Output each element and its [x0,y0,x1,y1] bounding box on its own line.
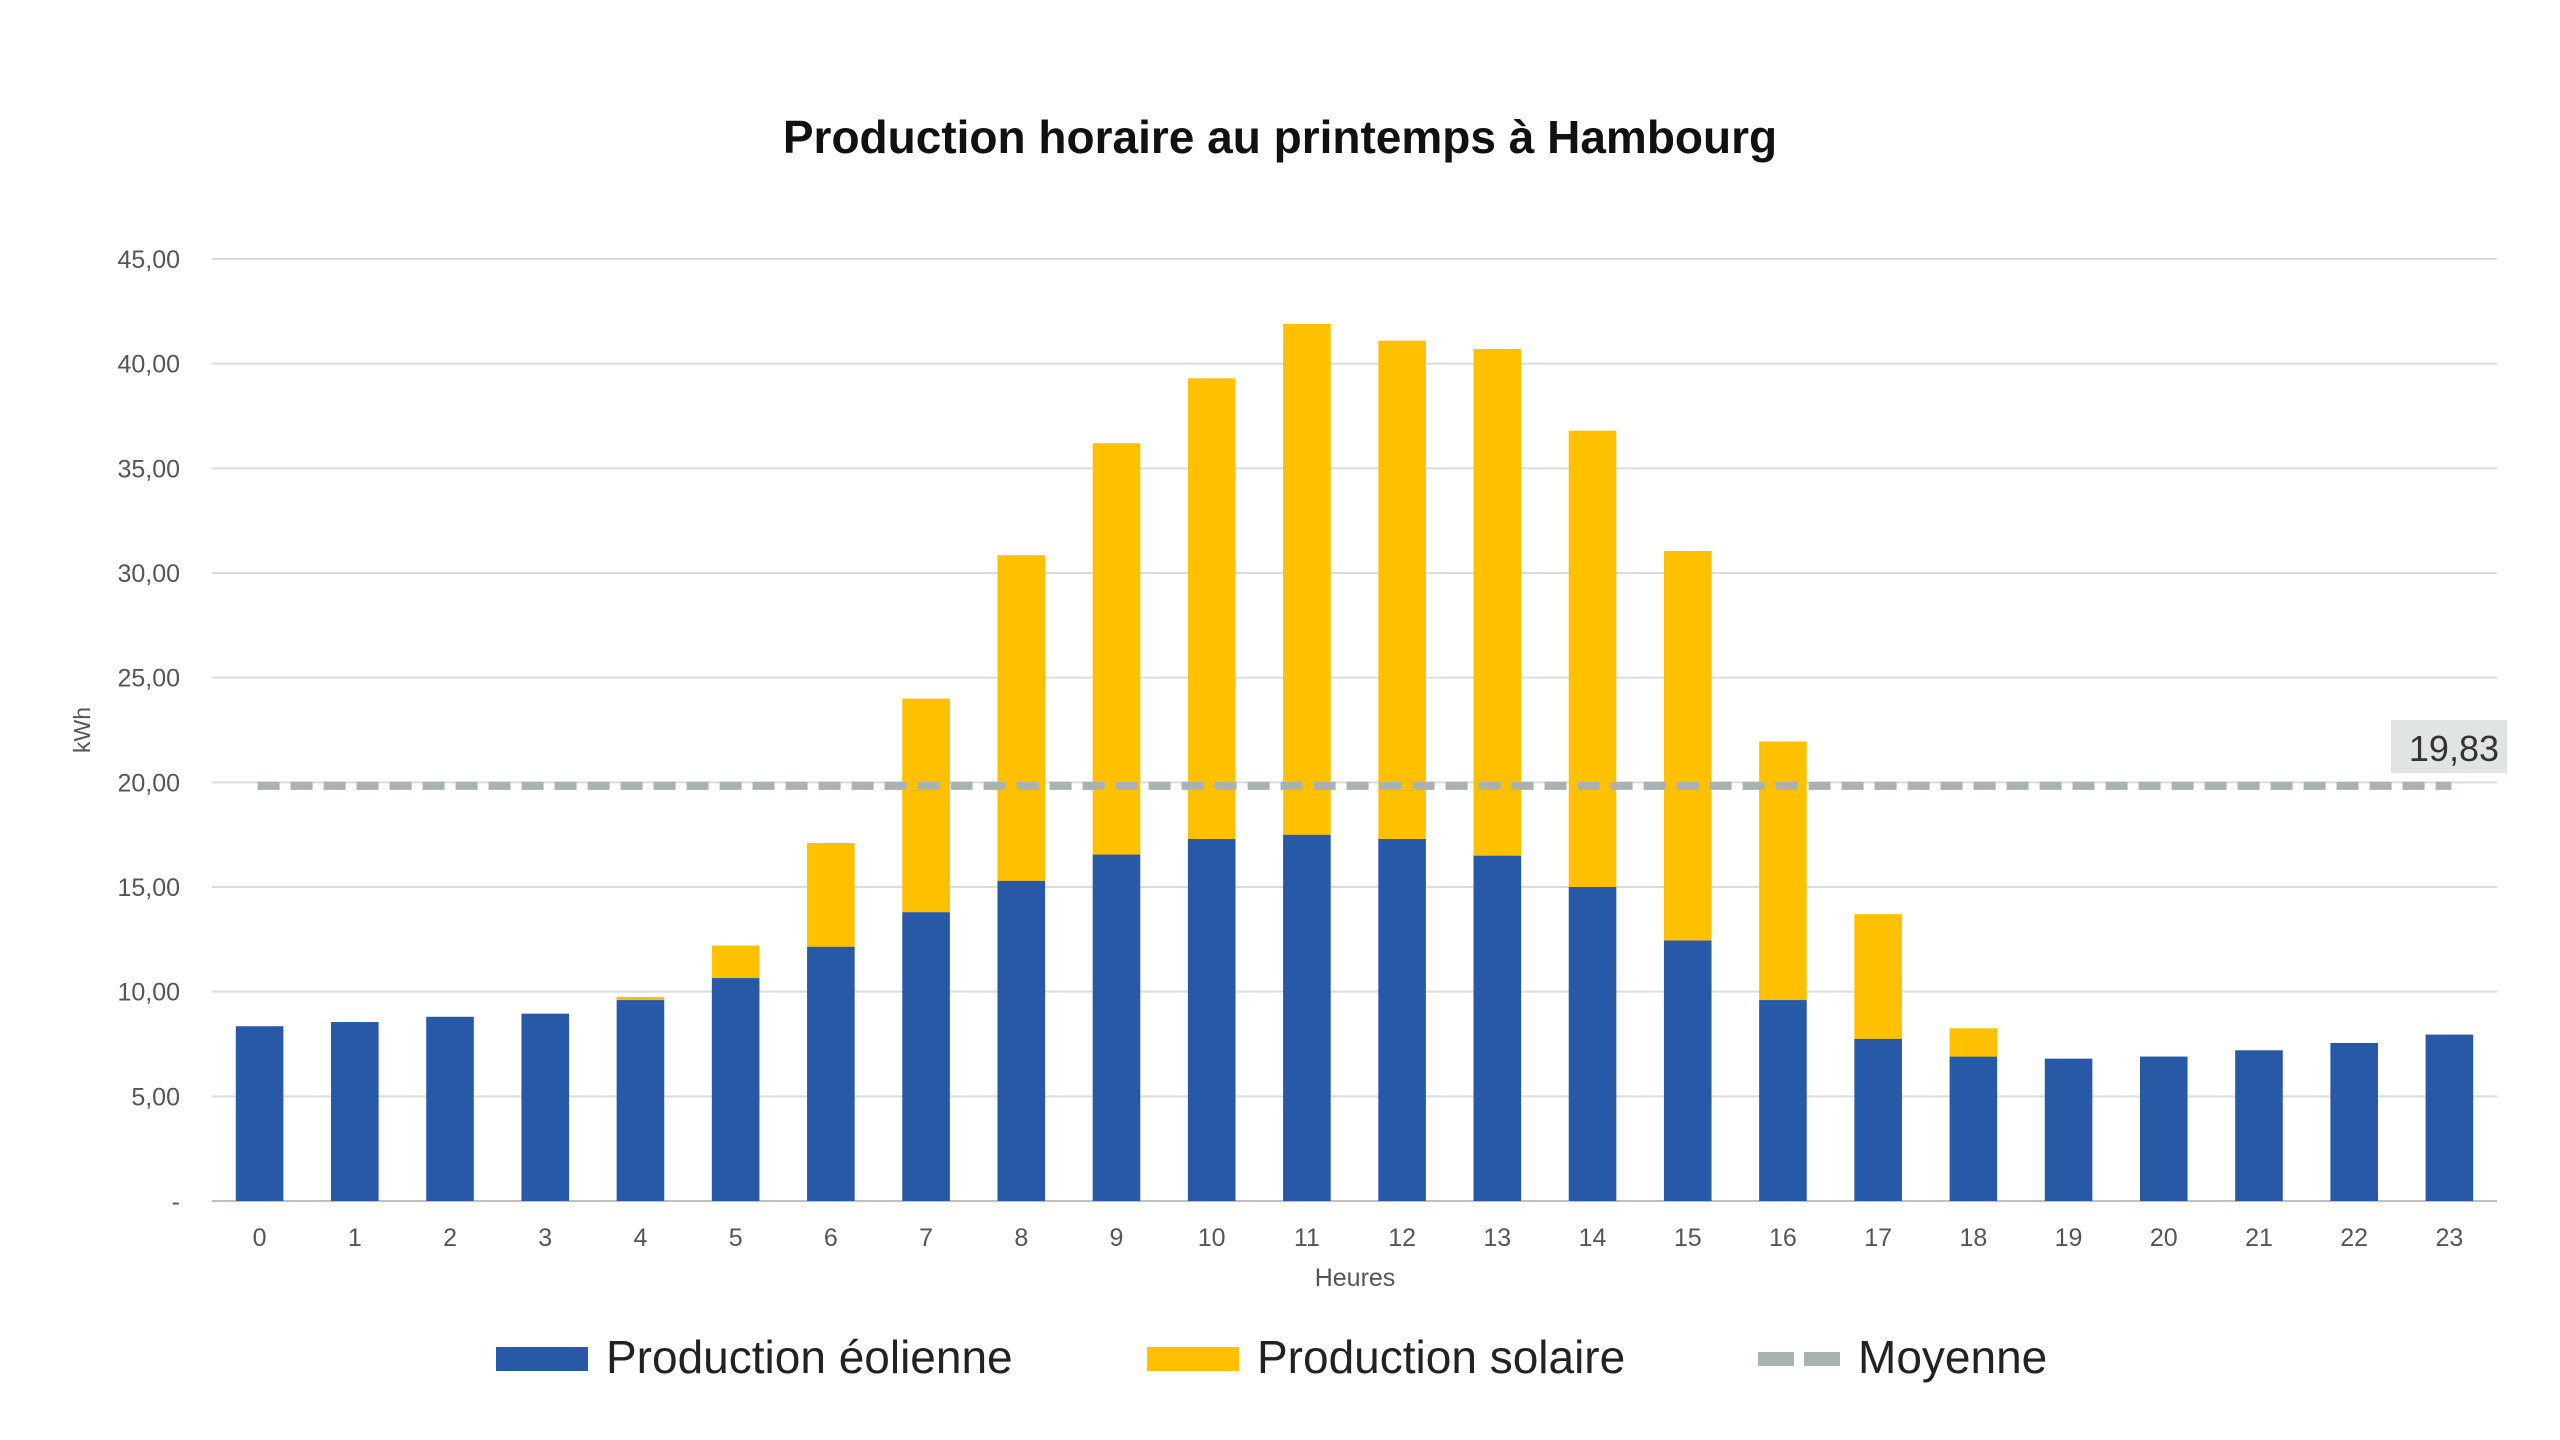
legend-label-solar: Production solaire [1257,1331,1625,1383]
y-tick-label: 20,00 [117,769,180,797]
x-tick-label: 14 [1579,1224,1607,1252]
x-tick-label: 2 [443,1224,457,1252]
bar-wind [426,1016,474,1201]
bar-solar [902,698,950,913]
legend-swatch-average [1758,1352,1840,1366]
x-tick-label: 16 [1769,1224,1797,1252]
bar-wind [2425,1034,2474,1201]
x-axis-ticks: 0 1 2 3 4 5 6 7 8 9 10 11 12 13 14 15 16 17 18 19 20 21 22 23 [253,1224,2464,1252]
bar-solar [711,945,760,979]
bar-wind [2044,1058,2093,1201]
x-tick-label: 19 [2055,1224,2083,1252]
bar-wind [711,978,760,1201]
x-tick-label: 6 [824,1224,838,1252]
bar-solar [1187,378,1236,839]
bar-solar [1854,914,1902,1039]
bar-wind [235,1026,284,1201]
x-tick-label: 23 [2435,1224,2463,1252]
bar-solar [1283,323,1331,835]
bar-solar [1663,551,1712,941]
bar-solar [1473,349,1522,856]
x-tick-label: 13 [1483,1224,1511,1252]
x-tick-label: 18 [1959,1224,1987,1252]
x-tick-label: 5 [729,1224,743,1252]
x-tick-label: 8 [1014,1224,1028,1252]
y-tick-label: 30,00 [117,560,180,588]
bar-wind [2235,1050,2283,1201]
bar-wind [902,912,950,1201]
y-axis-ticks: - 5,00 10,00 15,00 20,00 25,00 30,00 35,00 40,00… [117,246,180,1216]
legend-swatch-wind [496,1347,588,1371]
x-tick-label: 3 [538,1224,552,1252]
bar-solar [807,843,855,947]
y-axis-title: kWh [69,707,95,753]
y-tick-label: 25,00 [117,665,180,693]
x-tick-label: 1 [348,1224,362,1252]
bar-wind [1759,1000,1807,1201]
x-tick-label: 9 [1110,1224,1124,1252]
y-tick-label: 15,00 [117,874,180,902]
y-tick-label: 40,00 [117,351,180,379]
x-tick-label: 22 [2340,1224,2368,1252]
x-tick-label: 15 [1674,1224,1702,1252]
average-label-box [2391,720,2507,773]
bar-solar [1378,340,1426,839]
bar-wind [807,946,855,1201]
bar-solar [997,555,1046,881]
x-tick-label: 21 [2245,1224,2273,1252]
bar-solar [616,996,665,1001]
x-tick-label: 4 [633,1224,647,1252]
x-axis-title: Heures [1315,1264,1396,1292]
bar-wind [521,1013,570,1201]
legend-label-average: Moyenne [1858,1331,2047,1383]
bar-solar [1759,741,1807,1001]
bar-wind [1378,838,1426,1201]
bars [235,323,2474,1201]
bar-wind [1283,834,1331,1201]
y-tick-label: 35,00 [117,455,180,483]
bar-solar [1949,1028,1998,1057]
y-tick-label: - [172,1188,180,1216]
bar-wind [331,1022,379,1201]
x-tick-label: 17 [1864,1224,1892,1252]
x-tick-label: 7 [919,1224,933,1252]
bar-solar [1568,430,1617,887]
x-tick-label: 11 [1294,1224,1320,1252]
series-1 [616,323,1998,1057]
average-line-group: 19,83 [257,720,2507,790]
x-tick-label: 20 [2150,1224,2178,1252]
x-tick-label: 12 [1388,1224,1416,1252]
y-tick-label: 5,00 [131,1083,180,1111]
bar-wind [1663,940,1712,1201]
series-0 [235,834,2474,1201]
x-tick-label: 0 [253,1224,267,1252]
bar-wind [2139,1056,2188,1201]
legend-swatch-solar [1147,1347,1239,1371]
chart-title: Production horaire au printemps à Hambou… [783,111,1777,163]
y-tick-label: 10,00 [117,979,180,1007]
legend: Production éolienne Production solaire M… [496,1331,2047,1383]
bar-wind [1854,1038,1902,1201]
bar-wind [1949,1056,1998,1201]
y-tick-label: 45,00 [117,246,180,274]
bar-wind [1568,887,1617,1201]
bar-wind [616,1000,665,1201]
bar-wind [997,880,1046,1201]
bar-solar [1092,443,1141,855]
bar-wind [1473,855,1522,1201]
bar-wind [2330,1042,2378,1201]
legend-label-wind: Production éolienne [606,1331,1013,1383]
x-tick-label: 10 [1198,1224,1226,1252]
bar-wind [1092,854,1141,1201]
average-value-label: 19,83 [2409,728,2499,769]
bar-wind [1187,838,1236,1201]
